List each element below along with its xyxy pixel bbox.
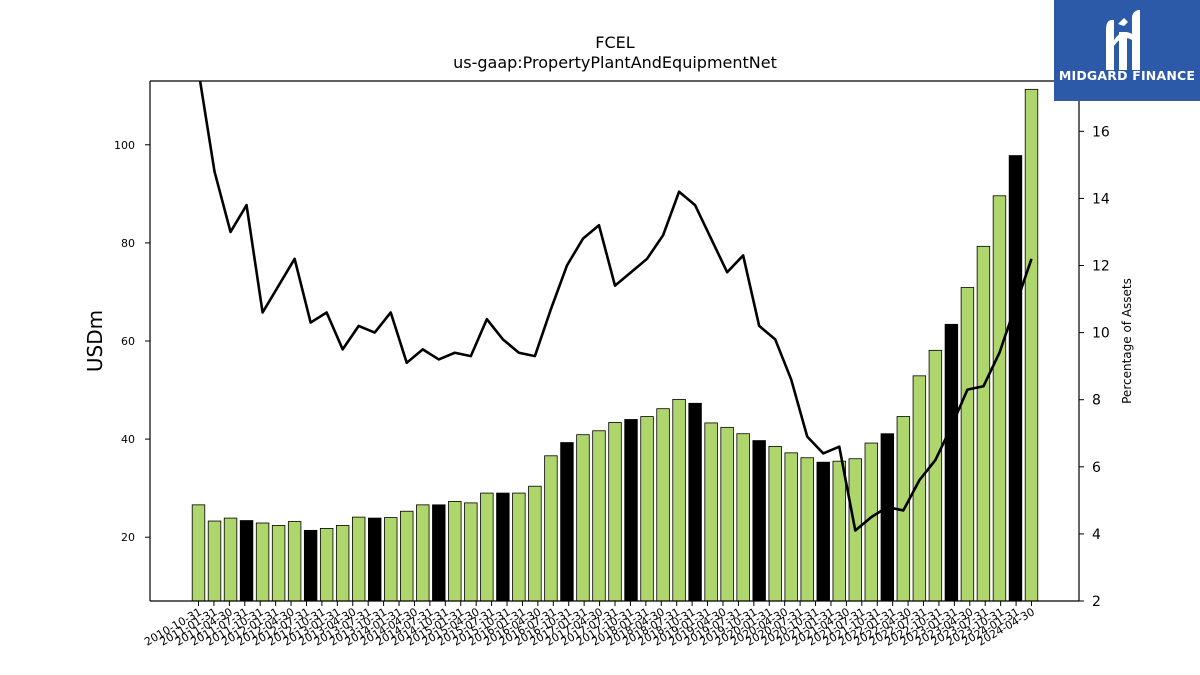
bar	[335, 525, 350, 602]
bar	[656, 408, 670, 602]
brand-logo: MIDGARD FINANCE	[1054, 0, 1200, 101]
bar	[736, 433, 750, 602]
bar	[880, 433, 895, 602]
y2-axis-label: Percentage of Assets	[1120, 278, 1134, 404]
percentage-line	[198, 81, 1033, 532]
bar	[944, 323, 959, 602]
bar	[976, 245, 991, 602]
bar	[704, 422, 718, 602]
bar	[784, 452, 798, 602]
midgard-logo-icon	[1106, 10, 1140, 70]
bar	[319, 528, 334, 602]
bar	[672, 398, 686, 602]
bar	[303, 529, 318, 602]
bar	[544, 455, 558, 602]
bar	[239, 520, 254, 602]
y2-tick-label: 12	[1092, 259, 1110, 275]
bar	[560, 442, 574, 602]
bar	[287, 521, 302, 602]
y-tick-label: 20	[121, 531, 135, 544]
bar	[464, 502, 478, 602]
bar	[432, 504, 446, 602]
bar	[752, 440, 766, 602]
bar	[720, 426, 734, 602]
bar	[368, 517, 382, 602]
axes: 204060801002468101214162010-10-312011-01…	[114, 80, 1110, 649]
line-series	[198, 81, 1033, 532]
chart-subtitle: us-gaap:PropertyPlantAndEquipmentNet	[453, 53, 777, 72]
y-tick-label: 100	[114, 139, 135, 152]
bar-series	[191, 88, 1039, 602]
y2-tick-label: 4	[1092, 527, 1101, 543]
bar	[624, 419, 638, 602]
bar	[496, 492, 510, 602]
bar	[832, 460, 846, 602]
y2-tick-label: 16	[1092, 124, 1110, 140]
bar	[271, 525, 286, 602]
bar	[960, 287, 975, 602]
bar	[800, 457, 814, 602]
bar	[576, 434, 590, 602]
bar	[207, 520, 222, 602]
bar	[816, 461, 830, 602]
y2-tick-label: 2	[1092, 594, 1101, 610]
bar	[512, 492, 526, 602]
bar	[448, 501, 462, 602]
bar	[768, 446, 782, 602]
bar	[1008, 155, 1023, 602]
y-tick-label: 60	[121, 335, 135, 348]
bar	[592, 430, 606, 602]
bar	[223, 517, 238, 602]
bar	[255, 522, 270, 602]
bar	[400, 510, 414, 602]
bar	[191, 504, 206, 602]
bar	[928, 349, 943, 602]
bar	[351, 516, 366, 602]
y2-tick-label: 8	[1092, 393, 1101, 409]
y-tick-label: 80	[121, 237, 135, 250]
bar	[688, 402, 702, 602]
bar	[992, 195, 1007, 602]
logo-text: MIDGARD FINANCE	[1058, 68, 1196, 83]
bar	[640, 416, 654, 602]
y-axis-label: USDm	[83, 310, 107, 372]
bar	[416, 504, 430, 602]
bar	[1024, 88, 1039, 602]
bar	[528, 485, 542, 602]
y2-tick-label: 6	[1092, 460, 1101, 476]
bar	[480, 492, 494, 602]
y-tick-label: 40	[121, 433, 135, 446]
chart-title: FCEL	[595, 33, 634, 52]
y2-tick-label: 10	[1092, 326, 1110, 342]
bar	[608, 422, 622, 602]
bar	[384, 517, 398, 602]
y2-tick-label: 14	[1092, 191, 1110, 207]
